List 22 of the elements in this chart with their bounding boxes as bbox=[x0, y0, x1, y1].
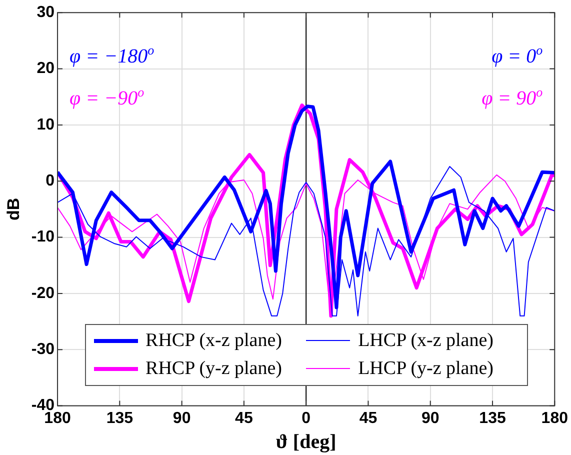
y-axis-title: dB bbox=[4, 198, 23, 221]
y-tick-label: -30 bbox=[31, 341, 55, 358]
legend-label: LHCP (x-z plane) bbox=[358, 330, 494, 352]
x-tick-label: 135 bbox=[106, 410, 134, 427]
y-tick-label: 20 bbox=[36, 60, 55, 78]
x-tick-label: 90 bbox=[421, 410, 440, 427]
y-tick-label: 0 bbox=[46, 172, 55, 190]
x-tick-label: 45 bbox=[235, 410, 253, 427]
y-tick-label: -10 bbox=[31, 228, 55, 246]
y-tick-label: 10 bbox=[36, 116, 55, 134]
x-tick-label: 180 bbox=[541, 410, 568, 427]
x-axis-title: ϑ [deg] bbox=[276, 431, 336, 454]
x-tick-label: 0 bbox=[302, 410, 311, 427]
x-tick-label: 180 bbox=[44, 410, 71, 427]
legend-label: RHCP (y-z plane) bbox=[146, 358, 282, 380]
y-tick-label: 30 bbox=[36, 4, 55, 22]
x-tick-label: 90 bbox=[172, 410, 191, 427]
y-tick-label: -20 bbox=[31, 284, 55, 302]
legend-label: LHCP (y-z plane) bbox=[358, 358, 494, 380]
x-tick-label: 135 bbox=[479, 410, 506, 427]
x-tick-label: 45 bbox=[359, 410, 378, 427]
legend-label: RHCP (x-z plane) bbox=[146, 330, 282, 352]
